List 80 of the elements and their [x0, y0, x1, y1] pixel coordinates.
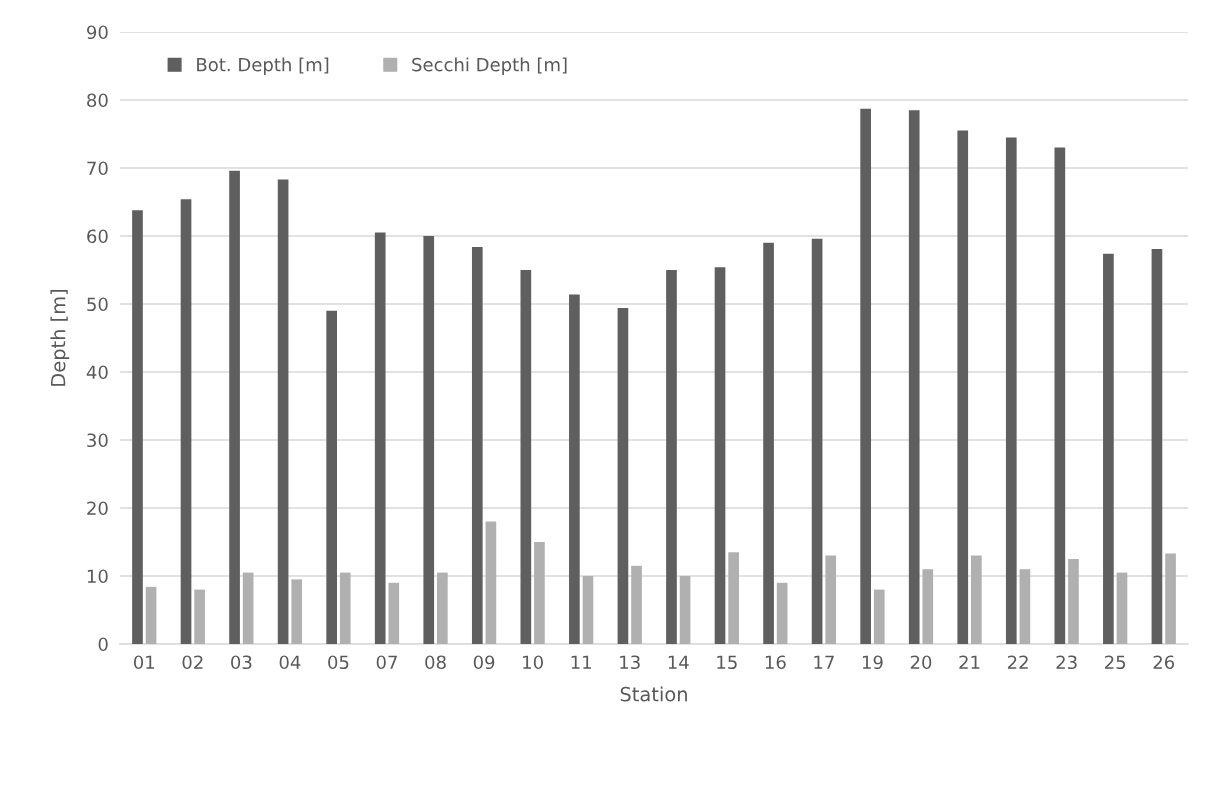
bar [1165, 553, 1176, 644]
x-tick-label: 13 [620, 655, 640, 670]
bar [423, 236, 435, 644]
x-tick-label: 25 [1105, 655, 1126, 670]
x-tick-label: 01 [133, 655, 155, 670]
x-tick-label: 20 [910, 655, 932, 670]
bar [326, 310, 337, 644]
legend-label: Bot. Depth [m] [197, 57, 329, 75]
bar [811, 238, 823, 644]
x-tick-label: 10 [523, 655, 543, 670]
y-tick-label: 90 [87, 25, 108, 40]
y-tick-label: 0 [98, 637, 108, 652]
x-tick-label: 15 [717, 655, 737, 670]
bar [132, 210, 143, 644]
x-tick-label: 03 [231, 655, 252, 670]
bar [1116, 572, 1128, 644]
x-tick-label: 08 [425, 655, 446, 670]
y-tick-label: 50 [87, 297, 108, 312]
x-tick-label: 16 [765, 655, 786, 670]
bar [471, 246, 483, 644]
bar [582, 576, 594, 644]
x-tick-label: 09 [473, 655, 495, 670]
bar [908, 110, 920, 644]
x-tick-label: 07 [376, 655, 397, 670]
bar [763, 242, 774, 644]
bar [1151, 248, 1163, 644]
bar [277, 179, 289, 644]
y-tick-label: 70 [87, 161, 108, 176]
bar [922, 569, 934, 644]
bar [679, 576, 691, 644]
bar [1068, 559, 1079, 644]
x-tick-label: 02 [182, 655, 203, 670]
bar [1103, 253, 1114, 644]
bar [485, 521, 497, 644]
bar [666, 270, 677, 644]
x-tick-label: 14 [668, 655, 689, 669]
y-tick-label: 80 [87, 93, 108, 108]
bar [1005, 137, 1017, 644]
legend-label: Secchi Depth [m] [412, 57, 567, 75]
y-axis-title: Depth [m] [50, 289, 70, 386]
bar [388, 582, 400, 644]
bar [1019, 569, 1031, 644]
x-tick-label: 19 [862, 655, 883, 670]
bar [631, 565, 642, 644]
bar [194, 589, 205, 644]
bar [534, 542, 545, 644]
y-tick-label: 30 [87, 433, 108, 448]
bar [374, 232, 386, 644]
x-tick-label: 26 [1153, 655, 1175, 670]
bar [860, 108, 871, 644]
bar [825, 555, 837, 644]
x-tick-label: 22 [1007, 655, 1028, 669]
x-tick-label: 04 [279, 655, 301, 670]
x-tick-label: 17 [814, 655, 834, 669]
y-tick-label: 10 [87, 569, 108, 584]
bar [873, 589, 885, 644]
bar [728, 552, 739, 644]
x-tick-label: 11 [571, 655, 591, 669]
bar [569, 294, 580, 644]
bar [776, 582, 788, 644]
bar [437, 572, 448, 644]
bar [957, 130, 969, 644]
x-tick-label: 21 [959, 655, 980, 669]
bar [180, 199, 192, 644]
x-tick-label: 05 [328, 655, 349, 670]
bar [971, 555, 982, 644]
y-tick-label: 60 [87, 229, 108, 244]
bar [242, 572, 254, 644]
bar [339, 572, 351, 644]
bar [291, 579, 303, 644]
bar [145, 586, 157, 644]
bar [617, 308, 629, 644]
bar [714, 267, 726, 644]
bar [229, 170, 240, 644]
x-tick-label: 23 [1056, 655, 1077, 670]
bar [1054, 147, 1066, 644]
x-axis-title: Station [620, 686, 687, 702]
bar [520, 270, 532, 644]
y-tick-label: 40 [86, 365, 108, 380]
y-tick-label: 20 [87, 501, 108, 516]
